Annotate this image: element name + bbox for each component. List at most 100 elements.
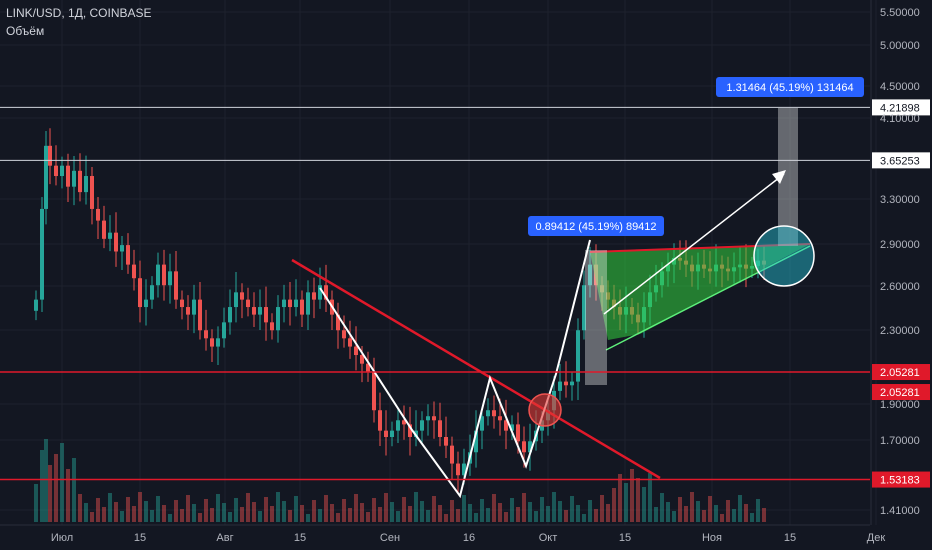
candle-body xyxy=(498,416,502,421)
candle-body xyxy=(204,330,208,339)
volume-bar xyxy=(450,500,454,522)
volume-bar xyxy=(264,497,268,522)
candle-body xyxy=(234,292,238,308)
volume-bar xyxy=(390,502,394,522)
candle-body xyxy=(114,232,118,252)
price-tick-label: 4.10000 xyxy=(880,113,920,125)
candle-body xyxy=(294,299,298,308)
volume-bar xyxy=(240,507,244,522)
candle-body xyxy=(390,430,394,437)
candle-body xyxy=(246,299,250,308)
candle-body xyxy=(90,176,94,209)
price-badge xyxy=(872,99,930,116)
measure-labels: 1.31464 (45.19%) 131464 0.89412 (45.19%) … xyxy=(528,77,864,236)
price-badge xyxy=(872,152,930,169)
measure-label-box xyxy=(528,216,664,236)
candle-body xyxy=(312,292,316,300)
volume-bar xyxy=(330,504,334,522)
candle-body xyxy=(54,165,58,177)
price-tick-label: 5.00000 xyxy=(880,40,920,52)
measure-label-text: 1.31464 (45.19%) 131464 xyxy=(726,82,853,94)
volume-bar xyxy=(726,500,730,522)
volume-bar xyxy=(84,503,88,522)
volume-bar xyxy=(720,514,724,522)
time-tick-label: 15 xyxy=(294,532,306,544)
volume-bar xyxy=(702,510,706,522)
candle-body xyxy=(84,176,88,193)
candle-body xyxy=(366,363,370,373)
volume-bar xyxy=(684,506,688,522)
candle-body xyxy=(222,322,226,339)
volume-bar xyxy=(582,514,586,522)
candle-body xyxy=(198,299,202,331)
time-tick-label: 15 xyxy=(619,532,631,544)
volume-bar xyxy=(744,504,748,522)
volume-bar xyxy=(642,487,646,522)
volume-bar xyxy=(384,493,388,522)
volume-bar xyxy=(138,492,142,522)
candle-body xyxy=(120,245,124,252)
volume-bar xyxy=(372,498,376,522)
volume-bar xyxy=(576,505,580,522)
candle-body xyxy=(348,338,352,347)
volume-bar xyxy=(732,509,736,522)
volume-bar xyxy=(396,511,400,522)
volume-bar xyxy=(342,499,346,522)
candle-body xyxy=(300,299,304,315)
candle-body xyxy=(564,381,568,386)
price-tick-label: 1.90000 xyxy=(880,399,920,411)
volume-bar xyxy=(654,507,658,522)
volume-bar xyxy=(678,497,682,522)
volume-bar xyxy=(90,512,94,522)
candle-body xyxy=(174,271,178,300)
volume-bar xyxy=(318,509,322,522)
volume-bar xyxy=(414,492,418,522)
candle-body xyxy=(360,355,364,364)
candle-body xyxy=(342,330,346,339)
volume-bar xyxy=(672,511,676,522)
chart-title[interactable]: LINK/USD, 1Д, COINBASE xyxy=(6,6,152,20)
volume-bar xyxy=(540,497,544,522)
candle-body xyxy=(462,463,466,476)
volume-bar xyxy=(546,506,550,522)
candle-body xyxy=(438,420,442,437)
price-badge xyxy=(872,364,930,381)
candle-body xyxy=(510,424,514,431)
volume-bar xyxy=(246,493,250,522)
projection-arrow-line xyxy=(603,173,785,315)
volume-bar xyxy=(378,507,382,522)
volume-bar xyxy=(624,483,628,522)
volume-bar xyxy=(420,501,424,522)
volume-bar xyxy=(756,499,760,522)
volume-bar xyxy=(552,492,556,522)
candle-body xyxy=(40,208,44,300)
candle-body xyxy=(492,410,496,417)
volume-bar xyxy=(570,496,574,522)
volume-bar xyxy=(666,502,670,522)
volume-bar xyxy=(222,503,226,522)
candle-body xyxy=(420,420,424,431)
volume-bar xyxy=(282,501,286,522)
volume-bars xyxy=(34,439,766,522)
candle-body xyxy=(456,463,460,476)
volume-bar xyxy=(690,492,694,522)
price-badge-label: 2.05281 xyxy=(880,387,920,399)
volume-indicator-label[interactable]: Объём xyxy=(6,24,45,38)
candle-body xyxy=(126,245,130,265)
candle-body xyxy=(180,299,184,308)
volume-bar xyxy=(474,513,478,522)
candle-body xyxy=(34,299,38,311)
candle-body xyxy=(576,330,580,382)
volume-bar xyxy=(444,514,448,522)
volume-bar xyxy=(696,501,700,522)
volume-bar xyxy=(516,507,520,522)
volume-bar xyxy=(192,504,196,522)
candle-body xyxy=(270,322,274,331)
volume-bar xyxy=(198,513,202,522)
volume-bar xyxy=(168,514,172,522)
candle-body xyxy=(258,307,262,315)
candle-body xyxy=(378,410,382,431)
candle-body xyxy=(336,314,340,331)
volume-bar xyxy=(210,508,214,522)
